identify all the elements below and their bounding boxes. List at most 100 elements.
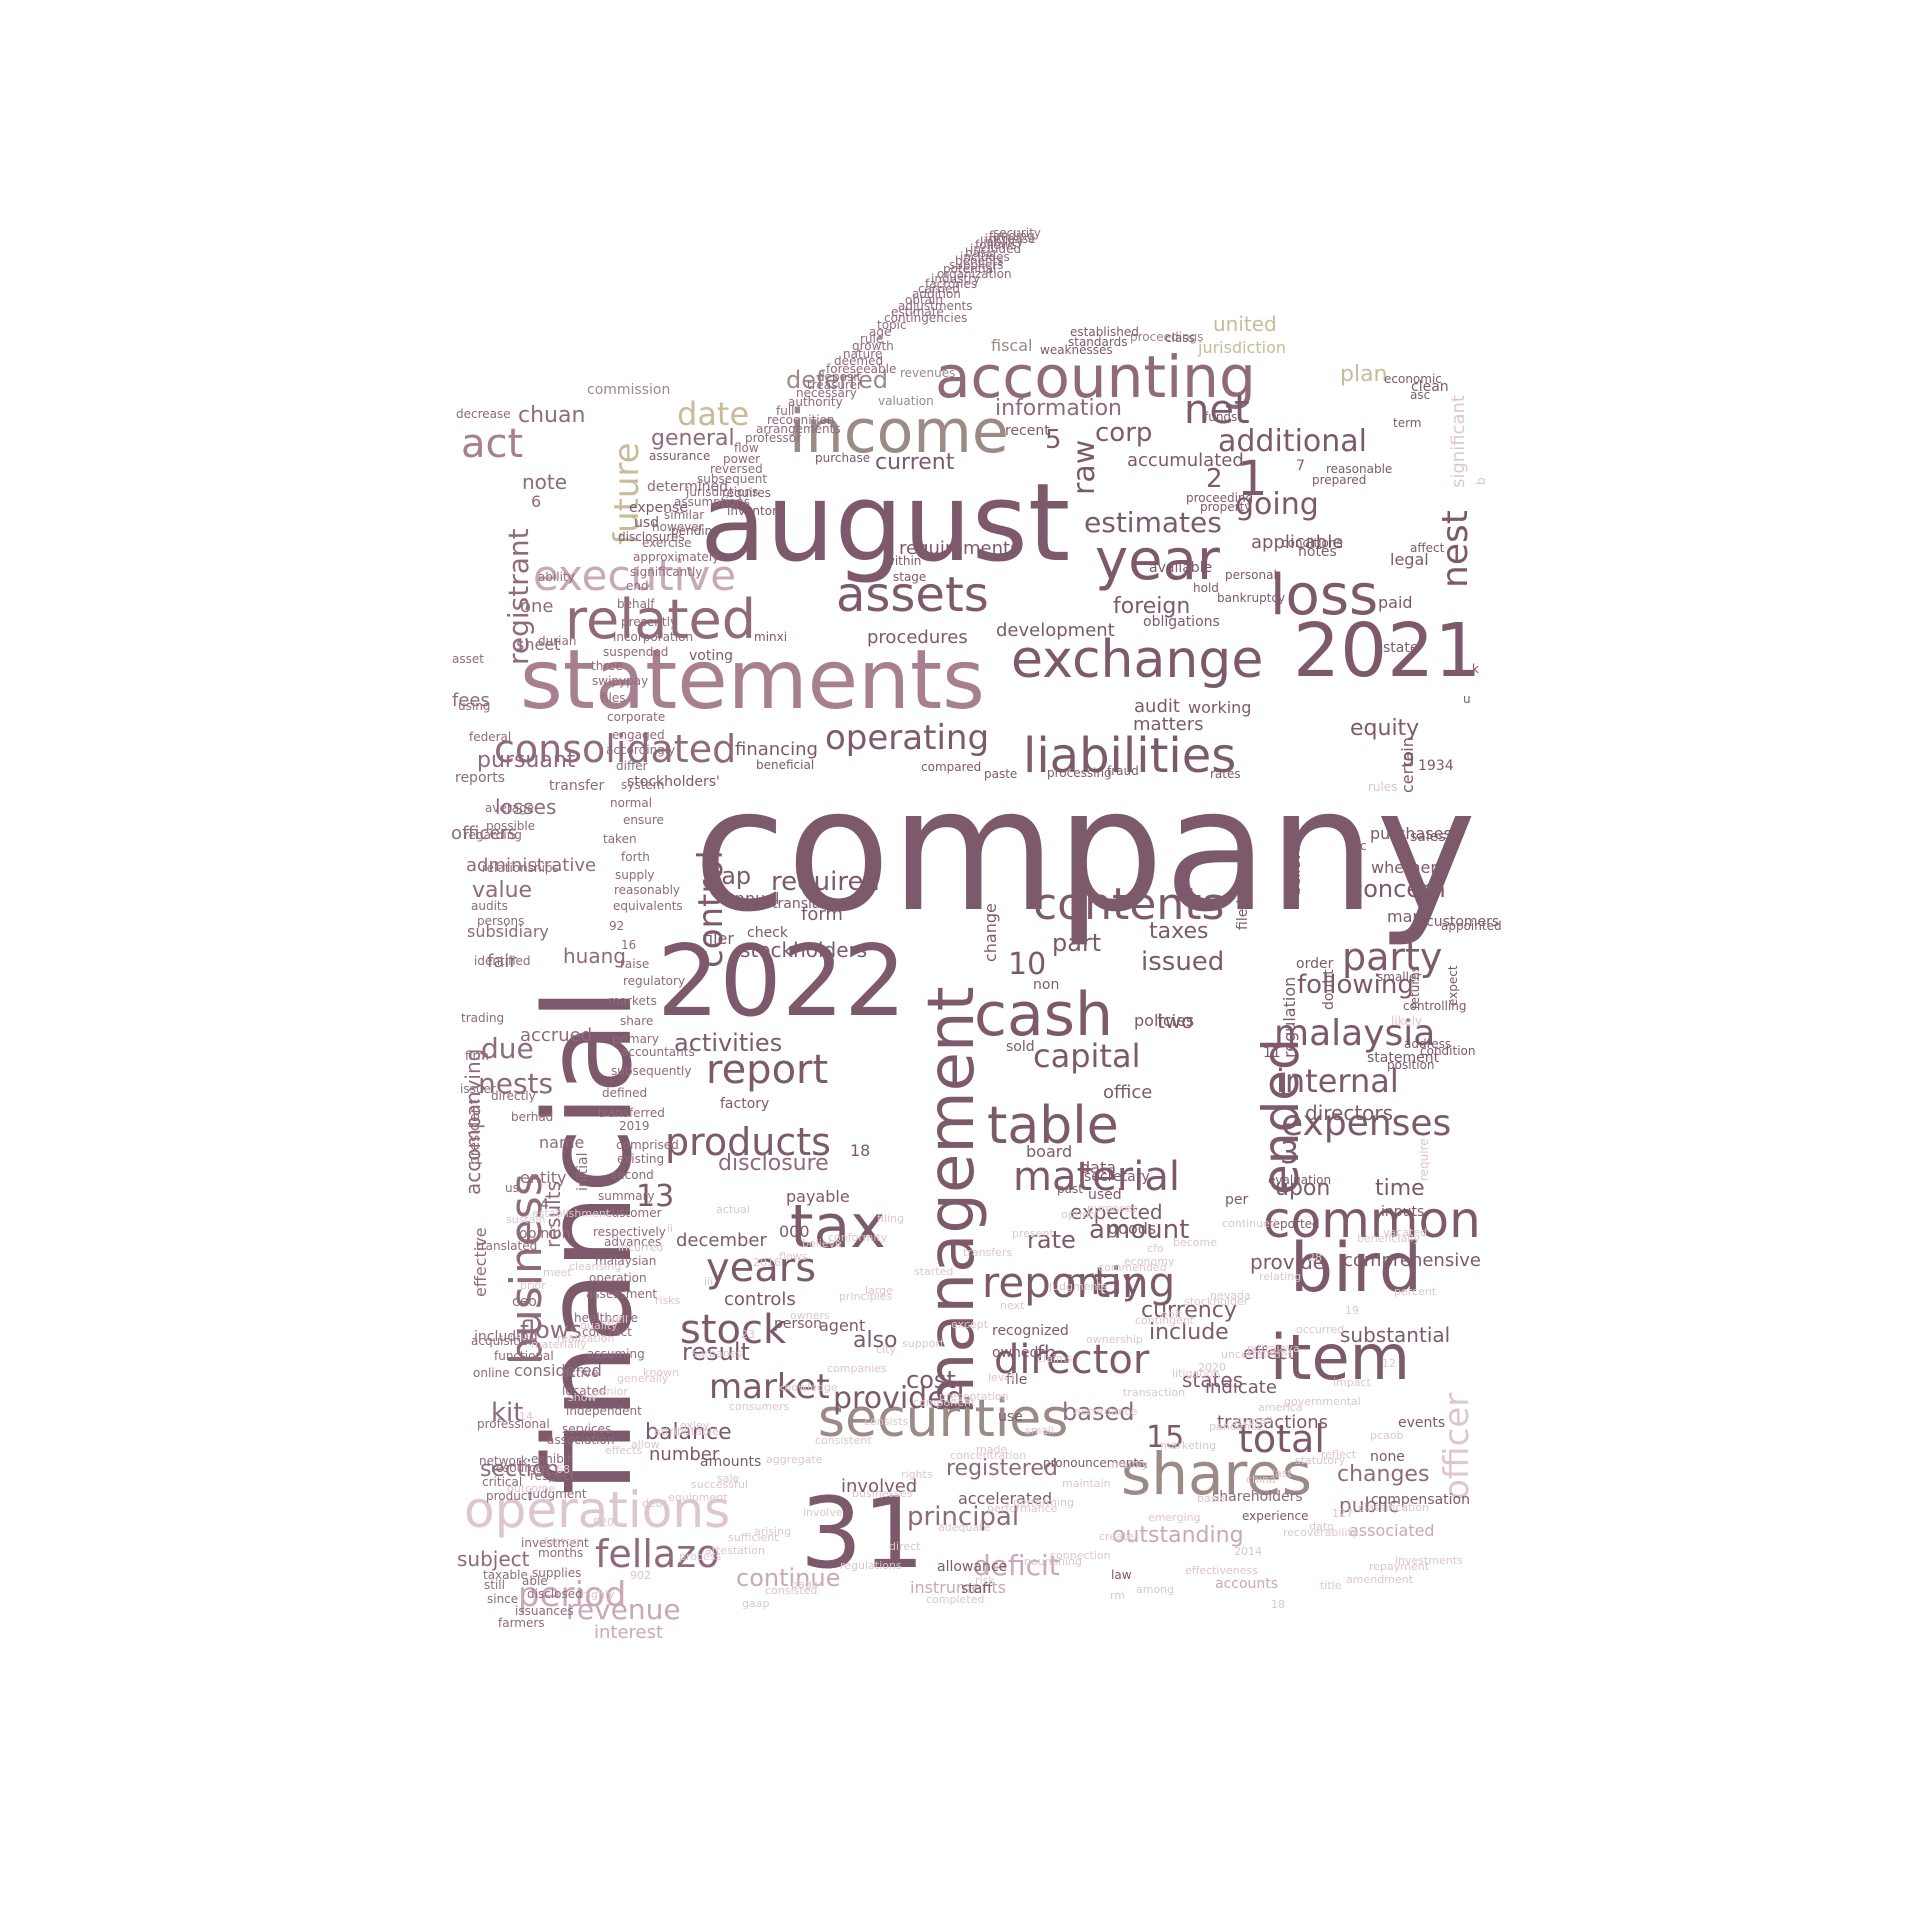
word-ownership-478: ownership bbox=[1086, 1333, 1143, 1346]
word-form-138: form bbox=[801, 904, 843, 925]
word-prior-560: prior bbox=[520, 1279, 546, 1292]
word-loss-17: loss bbox=[1270, 563, 1379, 628]
word-including-202: including bbox=[474, 1329, 538, 1345]
word-respect-331: respect bbox=[530, 1469, 575, 1483]
word-asset-296: asset bbox=[452, 652, 484, 666]
word-15-91: 15 bbox=[1146, 1420, 1185, 1455]
word-may-52: may bbox=[1065, 1262, 1144, 1303]
word-processing-262: processing bbox=[1047, 766, 1112, 780]
word-arising-542: arising bbox=[754, 1525, 792, 1538]
word-operations-14: operations bbox=[464, 1481, 731, 1539]
word-expense-246: expense bbox=[629, 500, 688, 516]
word-disclosed-326: disclosed bbox=[527, 1587, 583, 1601]
word-adequate-474: adequate bbox=[938, 1521, 991, 1534]
word-senior-562: senior bbox=[594, 1385, 628, 1398]
word-entity-196: entity bbox=[520, 1168, 567, 1187]
word-arrangements-396: arrangements bbox=[756, 422, 841, 436]
word-swipypay-377: swipypay bbox=[592, 674, 649, 688]
word-debt-466: debt bbox=[642, 1497, 668, 1510]
word-revenue-55: revenue bbox=[566, 1593, 681, 1626]
word-exhibit-333: exhibit bbox=[531, 1452, 572, 1466]
word-however-387: however bbox=[652, 520, 704, 534]
word-able-327: able bbox=[522, 1574, 548, 1588]
word-basic-423: basic bbox=[965, 246, 997, 260]
word-plan-146: plan bbox=[1340, 362, 1388, 387]
word-chuan-107: chuan bbox=[518, 403, 586, 428]
word-taxes-120: taxes bbox=[1149, 919, 1209, 944]
word-except-523: except bbox=[951, 1318, 989, 1331]
word-equity-118: equity bbox=[1350, 716, 1420, 741]
word-agent-186: agent bbox=[819, 1316, 866, 1335]
word-audits-303: audits bbox=[471, 899, 508, 913]
word-matters-117: matters bbox=[1133, 714, 1204, 735]
word-prepared-239: prepared bbox=[1312, 473, 1367, 487]
word-usd-247: usd bbox=[634, 515, 660, 531]
word-check-207: check bbox=[747, 925, 788, 941]
word-significant-144: significant bbox=[1448, 395, 1469, 488]
word-within-231: within bbox=[885, 554, 922, 568]
word-affect-281: affect bbox=[1410, 541, 1445, 555]
word-stockholder-432: stockholder bbox=[1184, 1295, 1249, 1308]
word-going-65: going bbox=[1235, 487, 1319, 522]
word-none-228: none bbox=[1370, 1449, 1405, 1465]
word-factory-190: factory bbox=[720, 1096, 770, 1112]
word-believe-446: believe bbox=[802, 1237, 842, 1250]
word-position-179: position bbox=[1387, 1058, 1435, 1072]
word-nests-75: nests bbox=[478, 1067, 554, 1100]
word-pcaob-510: pcaob bbox=[1370, 1429, 1404, 1442]
word-estimate-411: estimate bbox=[891, 305, 944, 319]
word-consumers-517: consumers bbox=[729, 1400, 790, 1413]
word-disclosure-100: disclosure bbox=[718, 1151, 829, 1176]
word-requires-292: requires bbox=[722, 486, 771, 500]
word-cost-84: cost bbox=[906, 1366, 956, 1394]
word-consolidated-28: consolidated bbox=[494, 727, 737, 771]
word-years-34: years bbox=[706, 1245, 817, 1291]
word-consistent-495: consistent bbox=[815, 1434, 872, 1447]
word-investments-535: investments bbox=[1395, 1554, 1463, 1567]
word-bird-11: bird bbox=[1290, 1229, 1422, 1308]
word-office-124: office bbox=[1103, 1082, 1153, 1103]
word-clean-240: clean bbox=[1411, 379, 1449, 395]
word-2022-5: 2022 bbox=[657, 925, 907, 1039]
word-believes-175: believes bbox=[1288, 836, 1304, 895]
word-advances-345: advances bbox=[604, 1235, 662, 1249]
word-substantial-87: substantial bbox=[1340, 1323, 1451, 1347]
word-authority-399: authority bbox=[788, 395, 843, 409]
word-markets-359: markets bbox=[608, 994, 657, 1008]
word-generally-441: generally bbox=[617, 1372, 669, 1385]
word-exercise-386: exercise bbox=[642, 536, 692, 550]
word-operating-45: operating bbox=[825, 718, 990, 758]
word-contract-340: contract bbox=[582, 1325, 632, 1339]
word-general-108: general bbox=[651, 426, 735, 451]
word-translated-312: translated bbox=[476, 1239, 538, 1253]
word-appointed-273: appointed bbox=[1441, 919, 1502, 933]
word-known-539: known bbox=[643, 1366, 680, 1379]
word-regulations-520: regulations bbox=[840, 1559, 902, 1572]
word-started-522: started bbox=[914, 1265, 954, 1278]
word-2021-7: 2021 bbox=[1293, 608, 1482, 694]
word-incurred-514: incurred bbox=[618, 1241, 664, 1254]
word-reported-224: reported bbox=[1268, 1217, 1320, 1231]
word-weaknesses-290: weaknesses bbox=[1040, 343, 1113, 357]
word-second-349: second bbox=[611, 1168, 654, 1182]
word-repayment-437: repayment bbox=[1369, 1560, 1430, 1573]
word-sold-191: sold bbox=[1006, 1039, 1035, 1055]
word-fb-131: fb bbox=[1037, 1341, 1057, 1365]
word-accounting-8: accounting bbox=[935, 343, 1256, 411]
word-china-458: china bbox=[1246, 1473, 1276, 1486]
word-2016-469: 2016 bbox=[753, 1256, 781, 1269]
word-16-362: 16 bbox=[621, 938, 637, 952]
word-adjustments-412: adjustments bbox=[898, 299, 973, 313]
word-states-90: states bbox=[1182, 1368, 1244, 1392]
word-businesses-496: businesses bbox=[852, 1487, 913, 1500]
word-funds-287: funds bbox=[1204, 410, 1238, 424]
word-quality-440: quality bbox=[580, 1319, 618, 1332]
word-deposit-402: deposit bbox=[817, 370, 862, 384]
word-payable-156: payable bbox=[786, 1187, 850, 1206]
word-taxable-321: taxable bbox=[483, 1568, 528, 1582]
word-full-398: full bbox=[776, 404, 795, 418]
word-accumulated-110: accumulated bbox=[1127, 450, 1244, 471]
word-establishment-536: establishment bbox=[532, 1207, 611, 1220]
word-significantly-384: significantly bbox=[630, 565, 703, 579]
